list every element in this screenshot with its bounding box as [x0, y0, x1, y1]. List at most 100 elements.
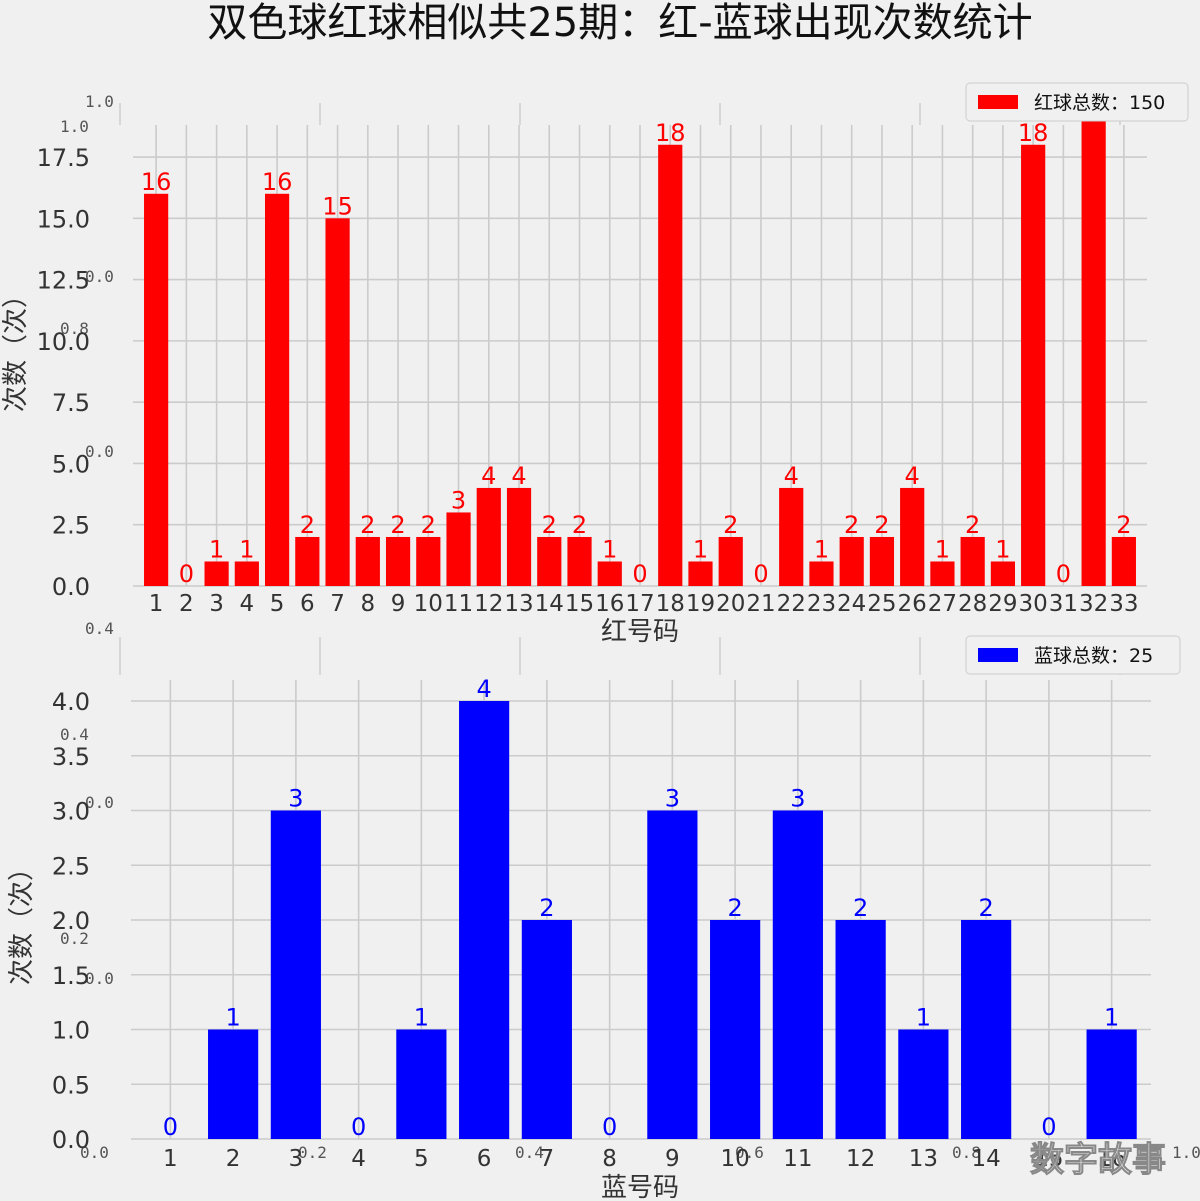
watermark: 数字故事	[1030, 1140, 1166, 1180]
ghost-tick-label: 0.4	[60, 725, 89, 744]
x-tick-label: 3	[289, 1146, 304, 1172]
legend-label: 蓝球总数：25	[1034, 645, 1153, 667]
ghost-tick-label: 0.6	[735, 1143, 764, 1162]
x-tick-label: 6	[477, 1146, 492, 1172]
x-tick-label: 5	[270, 591, 285, 617]
bar	[930, 561, 955, 586]
x-tick-label: 14	[535, 591, 564, 617]
bar	[1021, 144, 1046, 586]
bar	[718, 536, 743, 586]
y-tick-label: 2.0	[52, 907, 90, 935]
x-tick-label: 32	[1079, 591, 1108, 617]
x-tick-label: 12	[846, 1146, 875, 1172]
legend-box	[965, 635, 1181, 675]
data-label: 1	[916, 1004, 931, 1032]
data-label: 3	[790, 785, 805, 813]
y-tick-label: 5.0	[52, 450, 90, 478]
ghost-tick-label: 0.0	[85, 793, 114, 812]
x-tick-label: 25	[867, 591, 896, 617]
data-label: 2	[300, 511, 315, 539]
data-label: 2	[853, 894, 868, 922]
bar	[779, 487, 804, 586]
bar	[900, 487, 925, 586]
y-tick-label: 12.5	[37, 267, 90, 295]
legend-label: 红球总数：150	[1034, 92, 1165, 114]
ghost-tick-label: 0.8	[952, 1143, 981, 1162]
ghost-tick-label: 0.4	[85, 619, 114, 638]
x-tick-label: 10	[720, 1146, 749, 1172]
data-label: 0	[632, 560, 647, 588]
bar	[772, 810, 823, 1139]
data-label: 1	[225, 1004, 240, 1032]
data-label: 0	[179, 560, 194, 588]
x-tick-label: 6	[300, 591, 315, 617]
data-label: 0	[753, 560, 768, 588]
bar	[459, 701, 510, 1139]
y-tick-label: 1.5	[52, 962, 90, 990]
y-tick-label: 0.5	[52, 1071, 90, 1099]
x-tick-label: 27	[928, 591, 957, 617]
x-tick-label: 20	[716, 591, 745, 617]
x-tick-label: 23	[807, 591, 836, 617]
data-label: 2	[1116, 511, 1131, 539]
data-label: 18	[655, 119, 686, 147]
x-tick-label: 28	[958, 591, 987, 617]
x-tick-label: 1	[163, 1146, 178, 1172]
data-label: 4	[905, 462, 920, 490]
bar	[521, 920, 572, 1139]
data-label: 3	[665, 785, 680, 813]
bar	[234, 561, 259, 586]
x-tick-label: 13	[909, 1146, 938, 1172]
x-tick-label: 3	[209, 591, 224, 617]
x-tick-label: 33	[1109, 591, 1138, 617]
data-label: 2	[978, 894, 993, 922]
bar	[567, 536, 592, 586]
data-label: 0	[1056, 560, 1071, 588]
x-tick-label: 14	[971, 1146, 1000, 1172]
bar	[990, 561, 1016, 586]
data-label: 2	[727, 894, 742, 922]
y-tick-label: 3.5	[52, 743, 90, 771]
x-tick-label: 11	[783, 1146, 812, 1172]
x-tick-label: 7	[330, 591, 345, 617]
data-label: 0	[163, 1113, 178, 1141]
legend-swatch	[978, 648, 1018, 662]
y-tick-label: 0.0	[52, 1126, 90, 1154]
bar	[385, 536, 411, 586]
bar	[835, 920, 886, 1139]
x-tick-label: 10	[414, 591, 443, 617]
data-label: 4	[476, 675, 491, 703]
bar	[1081, 120, 1106, 586]
x-tick-label: 15	[565, 591, 594, 617]
x-tick-label: 21	[746, 591, 775, 617]
data-label: 1	[1104, 1004, 1119, 1032]
data-label: 2	[421, 511, 436, 539]
x-tick-label: 4	[351, 1146, 366, 1172]
x-tick-label: 8	[602, 1146, 617, 1172]
x-tick-label: 15	[1034, 1146, 1063, 1172]
data-label: 0	[602, 1113, 617, 1141]
ghost-tick-label: 0.0	[85, 969, 114, 988]
x-tick-label: 29	[988, 591, 1017, 617]
data-label: 15	[322, 192, 353, 220]
data-label: 2	[723, 511, 738, 539]
bar	[506, 487, 532, 586]
bar	[839, 536, 864, 586]
x-tick-label: 16	[595, 591, 624, 617]
data-label: 2	[539, 894, 554, 922]
x-tick-label: 11	[444, 591, 473, 617]
x-tick-label: 26	[898, 591, 927, 617]
x-tick-label: 9	[391, 591, 406, 617]
data-label: 0	[1041, 1113, 1056, 1141]
ghost-tick-label: 0.8	[60, 319, 89, 338]
y-axis-label: 次数（次）	[1, 282, 31, 412]
data-label: 2	[844, 511, 859, 539]
blue-ball-chart: 0.00.51.01.52.02.53.03.54.01 2 3 4 5 6 7 8 9 10 11…	[7, 635, 1181, 1201]
x-tick-label: 9	[665, 1146, 680, 1172]
ghost-tick-label: 1.0	[1172, 1143, 1200, 1162]
x-tick-label: 24	[837, 591, 866, 617]
data-label: 2	[360, 511, 375, 539]
bar	[1086, 1029, 1137, 1139]
chart-title: 双色球红球相似共25期：红-蓝球出现次数统计	[207, 0, 1032, 46]
